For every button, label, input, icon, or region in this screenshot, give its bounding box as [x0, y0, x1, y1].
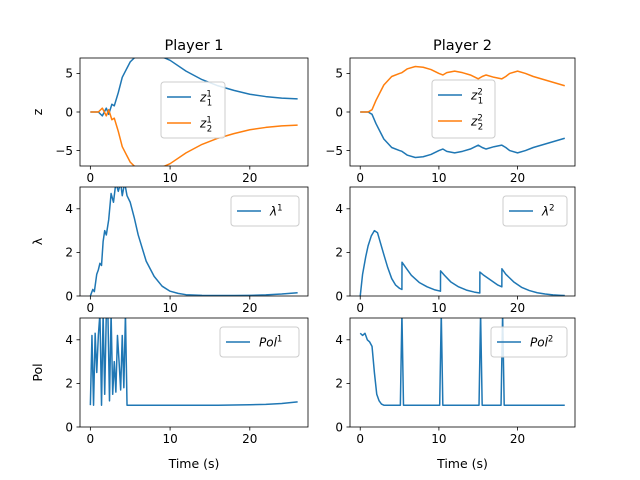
y-tick-label: −5 — [325, 144, 343, 158]
legend: z2 1z2 2 — [431, 79, 496, 139]
x-axis-label: Time (s) — [436, 456, 488, 471]
series-line-2 — [90, 107, 298, 166]
y-tick-label: 0 — [335, 289, 343, 303]
x-tick-label: 10 — [162, 171, 177, 185]
y-tick-label: −5 — [55, 144, 73, 158]
legend-label: Pol2 — [530, 335, 553, 350]
legend-label: Pol1 — [259, 335, 282, 350]
y-tick-label: 5 — [335, 67, 343, 81]
y-tick-label: 2 — [335, 246, 343, 260]
subplot-title: Player 2 — [433, 38, 492, 54]
x-tick-label: 20 — [242, 171, 257, 185]
legend-label: z2 1 — [470, 88, 483, 107]
series-line-1 — [90, 58, 298, 117]
y-tick-label: 0 — [335, 105, 343, 119]
legend: Pol2 — [490, 326, 568, 358]
x-tick-label: 0 — [87, 432, 95, 446]
y-tick-label: 2 — [65, 246, 73, 260]
x-tick-label: 10 — [162, 301, 177, 315]
y-axis-label: λ — [30, 237, 45, 245]
x-tick-label: 20 — [242, 301, 257, 315]
legend-label: λ1 — [269, 204, 283, 219]
y-tick-label: 2 — [335, 377, 343, 391]
legend-label: z1 1 — [199, 90, 212, 109]
legend: Pol1 — [219, 326, 300, 358]
x-tick-label: 20 — [242, 432, 257, 446]
y-tick-label: 0 — [65, 420, 73, 434]
axes-frame — [79, 186, 309, 297]
axes-frame — [349, 186, 576, 297]
x-tick-label: 0 — [356, 301, 364, 315]
series-line-1 — [89, 187, 298, 296]
y-axis-label: Pol — [30, 363, 45, 381]
series-line-1 — [359, 318, 565, 406]
legend-label: z2 2 — [470, 114, 483, 133]
y-tick-label: 4 — [65, 333, 73, 347]
legend-box — [160, 81, 226, 139]
y-tick-label: 4 — [335, 202, 343, 216]
y-tick-label: 0 — [65, 105, 73, 119]
y-tick-label: 2 — [65, 377, 73, 391]
x-axis-label: Time (s) — [168, 456, 220, 471]
axes-frame — [79, 317, 309, 428]
legend: z1 1z1 2 — [160, 81, 226, 139]
subplot-title: Player 1 — [165, 38, 224, 54]
legend: λ1 — [230, 195, 300, 227]
y-tick-label: 0 — [65, 289, 73, 303]
subplot-6: 0 10 20 0 2 4 Time (s) Pol2 — [335, 317, 576, 471]
x-tick-label: 10 — [431, 171, 446, 185]
subplot-5: 0 10 20 0 2 4 Pol Time (s) Pol1 — [30, 317, 309, 471]
y-tick-label: 5 — [65, 67, 73, 81]
legend: λ2 — [502, 195, 568, 227]
axes-frame — [349, 317, 576, 428]
y-tick-label: 4 — [335, 333, 343, 347]
legend-box — [502, 195, 568, 227]
x-tick-label: 0 — [356, 171, 364, 185]
x-tick-label: 0 — [87, 171, 95, 185]
x-tick-label: 20 — [510, 171, 525, 185]
y-axis-label: z — [30, 108, 45, 115]
x-tick-label: 20 — [510, 432, 525, 446]
legend-box — [490, 326, 568, 358]
legend-label: λ2 — [541, 204, 555, 219]
series-line-1 — [360, 111, 565, 159]
x-tick-label: 10 — [431, 301, 446, 315]
x-tick-label: 20 — [510, 301, 525, 315]
x-tick-label: 0 — [87, 301, 95, 315]
legend-box — [230, 195, 300, 227]
series-line-1 — [359, 229, 565, 296]
series-line-1 — [89, 318, 298, 406]
x-tick-label: 0 — [356, 432, 364, 446]
y-tick-label: 0 — [335, 420, 343, 434]
x-tick-label: 10 — [162, 432, 177, 446]
subplot-4: 0 10 20 0 2 4 λ2 — [335, 186, 576, 315]
x-tick-label: 10 — [431, 432, 446, 446]
legend-label: z1 2 — [199, 116, 212, 135]
y-tick-label: 4 — [65, 202, 73, 216]
legend-box — [431, 79, 496, 139]
legend-box — [219, 326, 300, 358]
subplot-3: 0 10 20 0 2 4 λ λ1 — [30, 186, 309, 315]
series-line-2 — [360, 65, 565, 113]
